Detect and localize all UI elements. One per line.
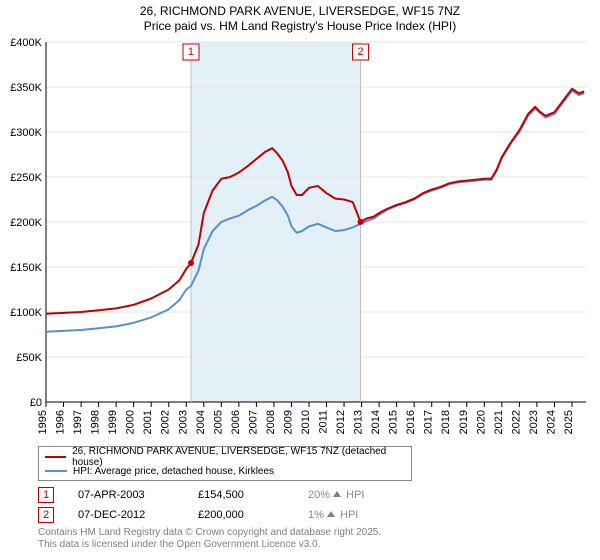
event-price-2: £200,000	[198, 509, 308, 521]
svg-text:2: 2	[357, 46, 363, 58]
svg-text:2014: 2014	[370, 410, 382, 434]
legend-swatch-1	[45, 470, 67, 472]
title-line-1: 26, RICHMOND PARK AVENUE, LIVERSEDGE, WF…	[0, 4, 600, 19]
svg-text:2000: 2000	[125, 410, 137, 434]
svg-text:2017: 2017	[423, 410, 435, 434]
legend-swatch-0	[45, 456, 66, 458]
event-date-2: 07-DEC-2012	[78, 509, 198, 521]
svg-text:1996: 1996	[55, 410, 67, 434]
event-date-1: 07-APR-2003	[78, 489, 198, 501]
svg-text:£0: £0	[30, 397, 42, 409]
svg-text:£350K: £350K	[10, 82, 42, 94]
svg-text:2005: 2005	[212, 410, 224, 434]
svg-text:2019: 2019	[458, 410, 470, 434]
svg-text:1995: 1995	[37, 410, 49, 434]
svg-text:2003: 2003	[177, 410, 189, 434]
event-marker-1: 1	[38, 487, 54, 503]
license-text: Contains HM Land Registry data © Crown c…	[38, 527, 592, 551]
svg-text:£100K: £100K	[10, 307, 42, 319]
svg-text:1999: 1999	[107, 410, 119, 434]
chart-svg: £0 £50K £100K £150K £200K £250K £300K £350K £400…	[0, 34, 600, 442]
arrow-up-icon	[333, 491, 341, 497]
svg-text:2011: 2011	[318, 410, 330, 434]
sale-events: 1 07-APR-2003 £154,500 20% HPI 2 07-DEC-…	[38, 485, 592, 525]
svg-text:2022: 2022	[510, 410, 522, 434]
title-line-2: Price paid vs. HM Land Registry's House …	[0, 19, 600, 34]
svg-text:2023: 2023	[528, 410, 540, 434]
svg-text:£150K: £150K	[10, 262, 42, 274]
svg-text:2004: 2004	[195, 410, 207, 434]
svg-text:£300K: £300K	[10, 127, 42, 139]
event-delta-2: 1% HPI	[308, 509, 398, 521]
svg-text:2001: 2001	[142, 410, 154, 434]
svg-text:2010: 2010	[300, 410, 312, 434]
svg-text:2008: 2008	[265, 410, 277, 434]
event-row-2: 2 07-DEC-2012 £200,000 1% HPI	[38, 505, 592, 525]
title-block: 26, RICHMOND PARK AVENUE, LIVERSEDGE, WF…	[0, 0, 600, 34]
svg-text:£400K: £400K	[10, 37, 42, 49]
legend: 26, RICHMOND PARK AVENUE, LIVERSEDGE, WF…	[38, 446, 412, 481]
svg-text:2021: 2021	[493, 410, 505, 434]
svg-text:£200K: £200K	[10, 217, 42, 229]
svg-text:2018: 2018	[440, 410, 452, 434]
legend-label-1: HPI: Average price, detached house, Kirk…	[73, 466, 274, 477]
svg-text:2013: 2013	[353, 410, 365, 434]
svg-text:1998: 1998	[90, 410, 102, 434]
legend-row-0: 26, RICHMOND PARK AVENUE, LIVERSEDGE, WF…	[45, 450, 405, 464]
svg-text:2015: 2015	[388, 410, 400, 434]
svg-text:2020: 2020	[475, 410, 487, 434]
event-price-1: £154,500	[198, 489, 308, 501]
svg-text:1997: 1997	[72, 410, 84, 434]
svg-text:2006: 2006	[230, 410, 242, 434]
event-delta-1: 20% HPI	[308, 489, 398, 501]
chart: £0 £50K £100K £150K £200K £250K £300K £350K £400…	[0, 34, 600, 442]
svg-text:2025: 2025	[563, 410, 575, 434]
svg-text:£50K: £50K	[16, 352, 42, 364]
svg-text:2016: 2016	[405, 410, 417, 434]
svg-text:2012: 2012	[335, 410, 347, 434]
arrow-up-icon	[327, 511, 335, 517]
svg-text:£250K: £250K	[10, 172, 42, 184]
svg-text:2002: 2002	[160, 410, 172, 434]
svg-text:2009: 2009	[282, 410, 294, 434]
svg-text:2024: 2024	[545, 410, 557, 434]
svg-text:1: 1	[188, 46, 194, 58]
event-row-1: 1 07-APR-2003 £154,500 20% HPI	[38, 485, 592, 505]
event-marker-2: 2	[38, 507, 54, 523]
svg-text:2007: 2007	[247, 410, 259, 434]
